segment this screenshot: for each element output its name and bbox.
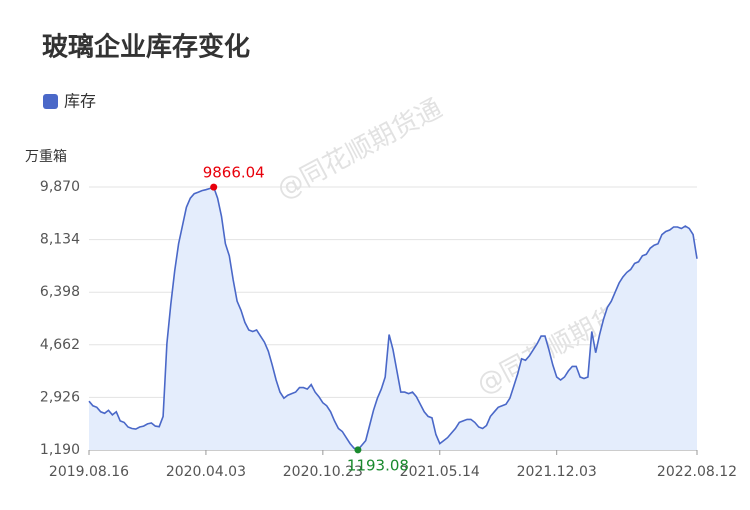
x-tick-label: 2021.05.14: [400, 464, 480, 480]
y-tick-label: 6,398: [40, 284, 80, 300]
y-unit: 万重箱: [25, 149, 67, 165]
y-tick-label: 4,662: [40, 337, 80, 353]
y-tick-label: 8,134: [40, 232, 80, 248]
line: [88, 186, 698, 451]
extreme-point: [210, 183, 218, 191]
legend-label: 库存: [64, 92, 96, 111]
x-tick-label: 2019.08.16: [49, 464, 129, 480]
x-tick-label: 2020.04.03: [166, 464, 246, 480]
y-tick-label: 1,190: [40, 442, 80, 458]
x-tick-label: 2021.12.03: [517, 464, 597, 480]
x-tick-label: 2020.10.23: [283, 464, 363, 480]
y-tick-label: 2,926: [40, 389, 80, 405]
data-label: 9866.04: [203, 164, 265, 182]
x-tick-label: 2022.08.12: [657, 464, 737, 480]
chart-title: 玻璃企业库存变化: [42, 32, 250, 63]
area: [89, 187, 697, 450]
watermark: @同花顺期货通: [272, 94, 447, 206]
y-tick-label: 9,870: [40, 179, 80, 195]
extreme-point: [354, 446, 362, 454]
legend-swatch: [43, 94, 58, 109]
data-label: 1193.08: [347, 456, 409, 474]
